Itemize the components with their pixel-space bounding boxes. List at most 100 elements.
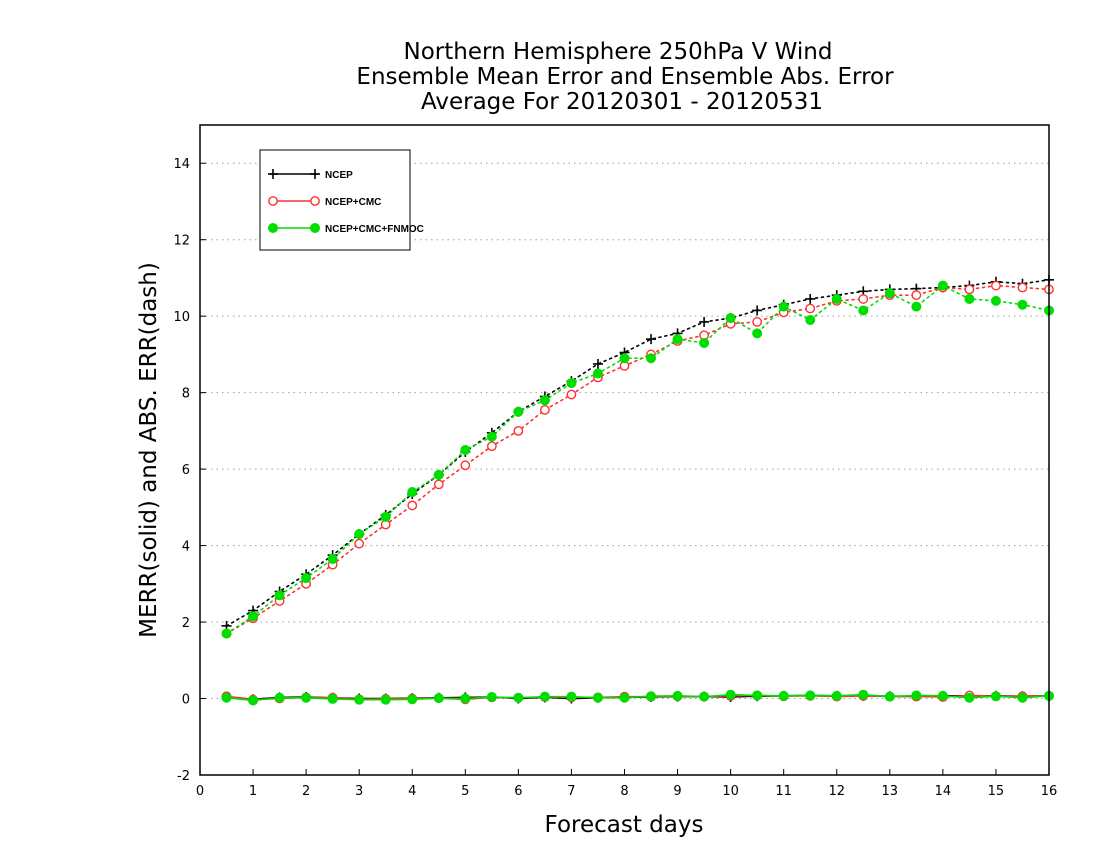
- x-tick-label: 3: [355, 784, 363, 799]
- mean-err-point-ncep-cmc-fnmoc: [672, 690, 683, 701]
- abs-err-point-ncep-cmc: [513, 425, 524, 436]
- y-tick-label: 4: [182, 540, 190, 555]
- x-tick-label: 7: [567, 784, 575, 799]
- mean-err-point-ncep-cmc-fnmoc: [592, 692, 603, 703]
- legend-marker-left-ncep: [268, 169, 278, 179]
- abs-err-point-ncep-cmc-fnmoc: [884, 288, 895, 299]
- mean-err-point-ncep-cmc-fnmoc: [964, 692, 975, 703]
- mean-err-point-ncep-cmc-fnmoc: [274, 692, 285, 703]
- title-line-1: Northern Hemisphere 250hPa V Wind: [404, 39, 833, 65]
- abs-err-point-ncep: [592, 358, 603, 369]
- abs-err-point-ncep: [805, 293, 816, 304]
- x-tick-label: 16: [1041, 784, 1058, 799]
- mean-err-point-ncep-cmc-fnmoc: [831, 690, 842, 701]
- mean-err-point-ncep-cmc-fnmoc: [646, 691, 657, 702]
- abs-err-point-ncep-cmc-fnmoc: [354, 529, 365, 540]
- abs-err-point-ncep-cmc-fnmoc: [327, 553, 338, 564]
- abs-err-point-ncep-cmc-fnmoc: [274, 590, 285, 601]
- abs-err-point-ncep: [646, 334, 657, 345]
- mean-err-point-ncep-cmc-fnmoc: [858, 689, 869, 700]
- mean-err-point-ncep-cmc-fnmoc: [566, 691, 577, 702]
- abs-err-point-ncep-cmc-fnmoc: [433, 469, 444, 480]
- mean-err-point-ncep-cmc-fnmoc: [990, 691, 1001, 702]
- abs-err-point-ncep-cmc: [407, 500, 418, 511]
- mean-err-point-ncep-cmc-fnmoc: [805, 690, 816, 701]
- legend-label-ncep-cmc: NCEP+CMC: [325, 197, 381, 208]
- abs-err-point-ncep-cmc: [486, 441, 497, 452]
- x-tick-label: 6: [514, 784, 522, 799]
- abs-err-point-ncep-cmc: [433, 479, 444, 490]
- x-axis-label: Forecast days: [545, 812, 704, 838]
- abs-err-point-ncep-cmc-fnmoc: [646, 353, 657, 364]
- chart-title: Northern Hemisphere 250hPa V Wind Ensemb…: [356, 39, 894, 115]
- abs-err-point-ncep-cmc: [460, 460, 471, 471]
- abs-err-point-ncep-cmc-fnmoc: [539, 395, 550, 406]
- abs-err-point-ncep-cmc-fnmoc: [486, 431, 497, 442]
- abs-err-point-ncep-cmc-fnmoc: [911, 301, 922, 312]
- abs-err-point-ncep: [752, 305, 763, 316]
- x-tick-label: 11: [775, 784, 792, 799]
- abs-err-point-ncep-cmc: [964, 284, 975, 295]
- legend-marker-left-ncep-cmc-fnmoc: [268, 223, 278, 233]
- abs-err-point-ncep-cmc: [911, 290, 922, 301]
- mean-err-point-ncep-cmc-fnmoc: [937, 690, 948, 701]
- mean-err-point-ncep-cmc-fnmoc: [752, 690, 763, 701]
- mean-err-point-ncep-cmc-fnmoc: [460, 693, 471, 704]
- x-tick-label: 12: [828, 784, 845, 799]
- x-tick-label: 15: [988, 784, 1005, 799]
- x-tick-label: 10: [722, 784, 739, 799]
- abs-err-point-ncep-cmc-fnmoc: [672, 334, 683, 345]
- x-tick-label: 5: [461, 784, 469, 799]
- series-group: [221, 274, 1054, 706]
- abs-err-point-ncep-cmc-fnmoc: [460, 445, 471, 455]
- y-tick-label: -2: [177, 769, 190, 784]
- title-line-2: Ensemble Mean Error and Ensemble Abs. Er…: [356, 64, 894, 90]
- mean-err-point-ncep-cmc-fnmoc: [486, 692, 497, 702]
- x-tick-label: 1: [249, 784, 257, 799]
- abs-err-point-ncep-cmc-fnmoc: [221, 628, 232, 639]
- abs-err-point-ncep-cmc: [354, 538, 365, 549]
- x-tick-label: 2: [302, 784, 310, 799]
- abs-err-point-ncep-cmc: [991, 280, 1001, 291]
- mean-err-point-ncep-cmc-fnmoc: [407, 694, 418, 705]
- y-tick-label: 14: [173, 157, 190, 172]
- abs-err-point-ncep-cmc-fnmoc: [513, 406, 524, 417]
- mean-err-point-ncep-cmc-fnmoc: [248, 695, 259, 706]
- legend-label-ncep: NCEP: [325, 170, 353, 181]
- abs-err-point-ncep-cmc: [540, 404, 550, 415]
- mean-err-point-ncep-cmc-fnmoc: [513, 692, 524, 703]
- abs-err-point-ncep-cmc-fnmoc: [1017, 299, 1028, 310]
- legend-marker-right-ncep-cmc-fnmoc: [310, 223, 320, 233]
- legend-box: [259, 149, 411, 251]
- mean-err-point-ncep-cmc-fnmoc: [354, 694, 365, 705]
- abs-err-point-ncep-cmc: [858, 294, 869, 304]
- x-tick-label: 0: [196, 784, 204, 799]
- legend-marker-right-ncep-cmc: [310, 196, 320, 206]
- mean-err-point-ncep-cmc-fnmoc: [725, 689, 736, 700]
- y-tick-label: 12: [173, 234, 190, 249]
- abs-err-point-ncep-cmc-fnmoc: [990, 295, 1001, 306]
- x-tick-label: 13: [882, 784, 899, 799]
- y-tick-label: 0: [182, 693, 190, 708]
- abs-err-point-ncep-cmc-fnmoc: [301, 573, 312, 584]
- grid: [200, 162, 1049, 776]
- mean-err-point-ncep-cmc-fnmoc: [884, 691, 895, 702]
- abs-err-line-ncep-cmc: [225, 284, 1050, 635]
- abs-err-point-ncep-cmc-fnmoc: [964, 293, 975, 304]
- abs-err-point-ncep-cmc-fnmoc: [592, 368, 603, 379]
- y-tick-label: 6: [182, 463, 190, 478]
- legend-marker-right-ncep: [310, 169, 320, 179]
- x-tick-label: 4: [408, 784, 416, 799]
- abs-err-point-ncep-cmc-fnmoc: [858, 305, 869, 316]
- abs-err-point-ncep-cmc-fnmoc: [805, 315, 816, 325]
- abs-err-line-ncep-cmc-fnmoc: [225, 284, 1050, 635]
- mean-err-point-ncep-cmc-fnmoc: [699, 691, 710, 702]
- abs-err-point-ncep-cmc-fnmoc: [937, 280, 948, 291]
- y-tick-label: 10: [173, 310, 190, 325]
- legend-marker-left-ncep-cmc: [268, 196, 278, 206]
- abs-err-point-ncep-cmc-fnmoc: [699, 337, 710, 348]
- mean-err-point-ncep-cmc-fnmoc: [619, 692, 630, 703]
